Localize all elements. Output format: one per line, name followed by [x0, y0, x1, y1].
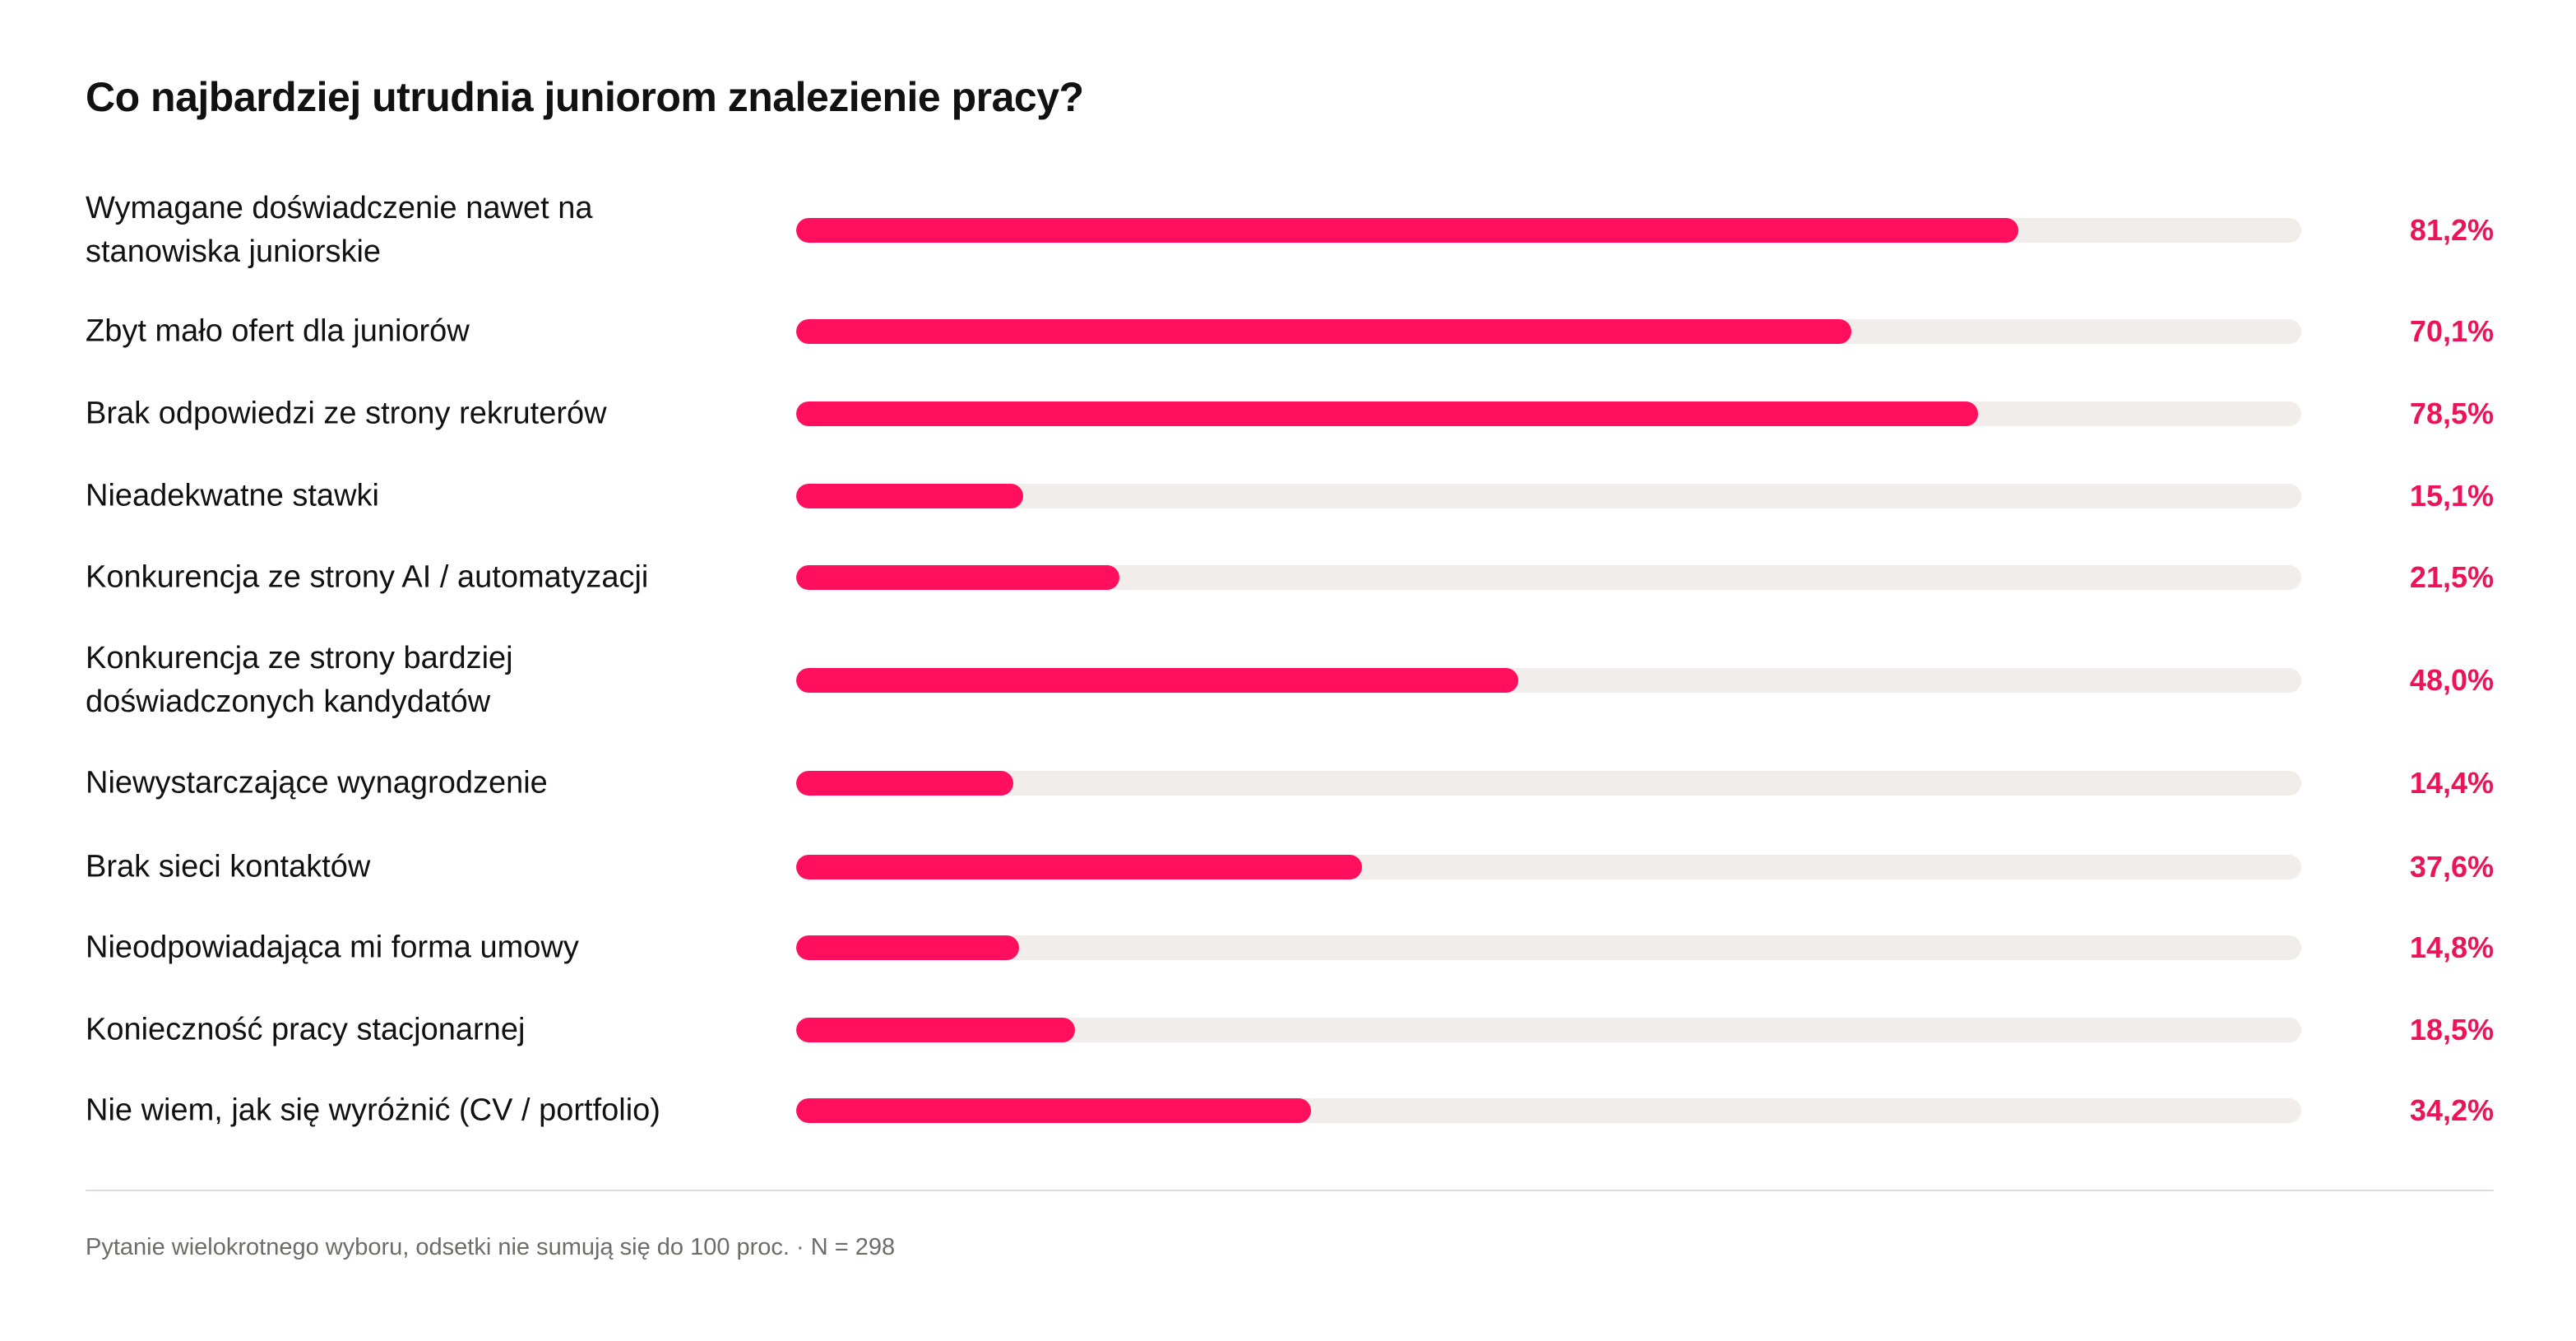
bar — [796, 935, 1019, 960]
value-label: 48,0% — [2409, 663, 2494, 697]
bar — [796, 565, 1120, 590]
category-label: Niewystarczające wynagrodzenie — [86, 765, 548, 800]
bar-track — [796, 668, 2301, 693]
bar — [796, 855, 1363, 879]
footnote: Pytanie wielokrotnego wyboru, odsetki ni… — [86, 1234, 896, 1260]
bar — [796, 218, 2018, 243]
bar-track — [796, 484, 2301, 508]
value-label: 14,4% — [2409, 766, 2494, 800]
value-label: 18,5% — [2409, 1013, 2494, 1046]
category-label: Nieadekwatne stawki — [86, 478, 379, 513]
divider — [86, 1190, 2494, 1191]
value-label: 78,5% — [2409, 397, 2494, 430]
category-label: Zbyt mało ofert dla juniorów — [86, 313, 470, 349]
value-label: 37,6% — [2409, 850, 2494, 884]
bar-track — [796, 401, 2301, 426]
bar — [796, 484, 1024, 508]
bar — [796, 319, 1851, 344]
bar — [796, 1098, 1311, 1123]
bar-track — [796, 771, 2301, 796]
bar-track — [796, 855, 2301, 879]
category-label: Nieodpowiadająca mi forma umowy — [86, 930, 579, 965]
bar-track — [796, 1098, 2301, 1123]
value-label: 21,5% — [2409, 560, 2494, 594]
bar — [796, 401, 1978, 426]
value-label: 15,1% — [2409, 479, 2494, 513]
value-label: 70,1% — [2409, 314, 2494, 348]
bar-track — [796, 565, 2301, 590]
category-label: Konkurencja ze strony AI / automatyzacji — [86, 559, 649, 595]
value-label: 34,2% — [2409, 1093, 2494, 1127]
category-label: Wymagane doświadczenie nawet na stanowis… — [86, 191, 593, 269]
value-label: 81,2% — [2409, 213, 2494, 247]
category-label: Brak odpowiedzi ze strony rekruterów — [86, 396, 607, 431]
chart-title: Co najbardziej utrudnia juniorom znalezi… — [86, 74, 1084, 120]
category-label: Brak sieci kontaktów — [86, 849, 371, 884]
bar-track — [796, 935, 2301, 960]
category-label: Konieczność pracy stacjonarnej — [86, 1012, 526, 1047]
category-label: Nie wiem, jak się wyróżnić (CV / portfol… — [86, 1093, 660, 1128]
bar — [796, 668, 1519, 693]
bar — [796, 1018, 1075, 1042]
bar-track — [796, 319, 2301, 344]
value-label: 14,8% — [2409, 930, 2494, 964]
bar-track — [796, 1018, 2301, 1042]
category-label: Konkurencja ze strony bardziej doświadcz… — [86, 641, 513, 719]
bar — [796, 771, 1013, 796]
bar-track — [796, 218, 2301, 243]
